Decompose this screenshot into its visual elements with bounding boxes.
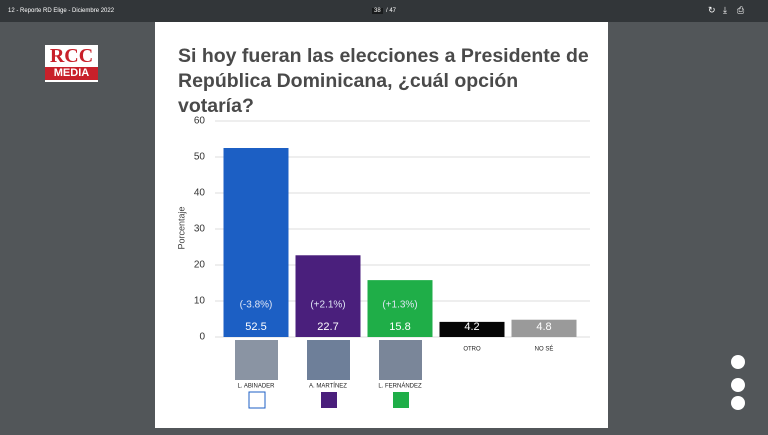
bar [439,321,505,337]
y-tick-label: 60 [194,116,206,127]
value-label: 22.7 [317,321,338,333]
photos [235,340,422,409]
bar [295,255,361,337]
value-label: 52.5 [245,321,266,333]
y-axis-label: Porcentaje [176,206,186,249]
bar [511,319,577,337]
y-tick-label: 50 [194,152,206,163]
download-button[interactable]: ⤓ [723,5,727,15]
party-icon [393,392,409,408]
zoom-in-button[interactable] [731,378,745,392]
party-icon [248,391,266,409]
rotate-button[interactable]: ↻ [708,5,716,15]
logo: RCC MEDIA [45,45,98,82]
print-button[interactable]: ⎙ [737,5,745,15]
x-tick-label: OTRO [463,347,481,353]
page-number[interactable]: 38 [372,8,383,14]
logo-top: RCC [49,45,94,67]
x-tick-label: NO SÉ [535,346,554,353]
bar [223,148,289,337]
logo-bottom: MEDIA [45,67,98,80]
page-total: / 47 [386,8,397,14]
x-tick-label: L. FERNÁNDEZ [378,383,422,390]
doc-title: 12 - Reporte RD Elige - Diciembre 2022 [8,8,115,14]
party-icon [321,392,337,408]
fit-button[interactable] [731,355,745,369]
y-tick-label: 30 [194,224,206,235]
x-tick-label: L. ABINADER [237,384,275,390]
change-label: (+1.3%) [382,300,417,311]
change-label: (+2.1%) [310,300,345,311]
bar [367,280,433,337]
toolbar: 12 - Reporte RD Elige - Diciembre 2022 3… [0,0,768,22]
photo [235,340,278,380]
change-label: (-3.8%) [240,300,273,311]
y-tick-label: 20 [194,260,206,271]
x-tick-label: A. MARTÍNEZ [309,383,347,390]
value-label: 4.8 [536,321,551,333]
value-label: 15.8 [389,321,410,333]
photo [379,340,422,380]
y-tick-label: 0 [199,332,205,343]
zoom-out-button[interactable] [731,396,745,410]
photo [307,340,350,380]
y-tick-label: 40 [194,188,206,199]
y-tick-label: 10 [194,296,206,307]
value-label: 4.2 [464,321,479,333]
chart-title: Si hoy fueran las elecciones a President… [178,45,589,117]
